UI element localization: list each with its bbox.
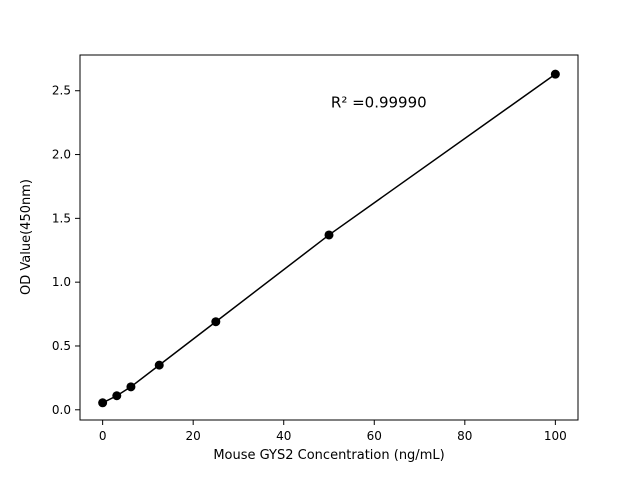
data-point xyxy=(112,391,122,401)
data-point xyxy=(550,69,560,79)
y-axis-label: OD Value(450nm) xyxy=(19,179,34,295)
x-tick-label: 0 xyxy=(99,429,107,443)
x-tick-label: 40 xyxy=(276,429,291,443)
plot-area: 0 20 40 60 80 100 0.0 0.5 1.0 1.5 2.0 2.5 xyxy=(52,54,579,443)
data-point xyxy=(126,382,136,392)
data-point xyxy=(154,360,164,370)
data-point xyxy=(324,230,334,240)
y-tick-label: 2.0 xyxy=(52,148,71,162)
y-tick-label: 0.5 xyxy=(52,339,71,353)
r-squared-annotation: R² =0.99990 xyxy=(331,93,427,111)
data-point xyxy=(211,317,221,327)
y-tick-label: 1.0 xyxy=(52,275,71,289)
axes-spines xyxy=(79,54,579,421)
x-tick-label: 80 xyxy=(457,429,472,443)
y-tick-label: 1.5 xyxy=(52,211,71,225)
x-tick-label: 60 xyxy=(367,429,382,443)
y-tick-label: 0.0 xyxy=(52,403,71,417)
x-tick-label: 20 xyxy=(186,429,201,443)
y-tick-label: 2.5 xyxy=(52,84,71,98)
x-tick-label: 100 xyxy=(544,429,567,443)
x-axis-label: Mouse GYS2 Concentration (ng/mL) xyxy=(213,448,444,463)
data-point xyxy=(98,398,108,408)
